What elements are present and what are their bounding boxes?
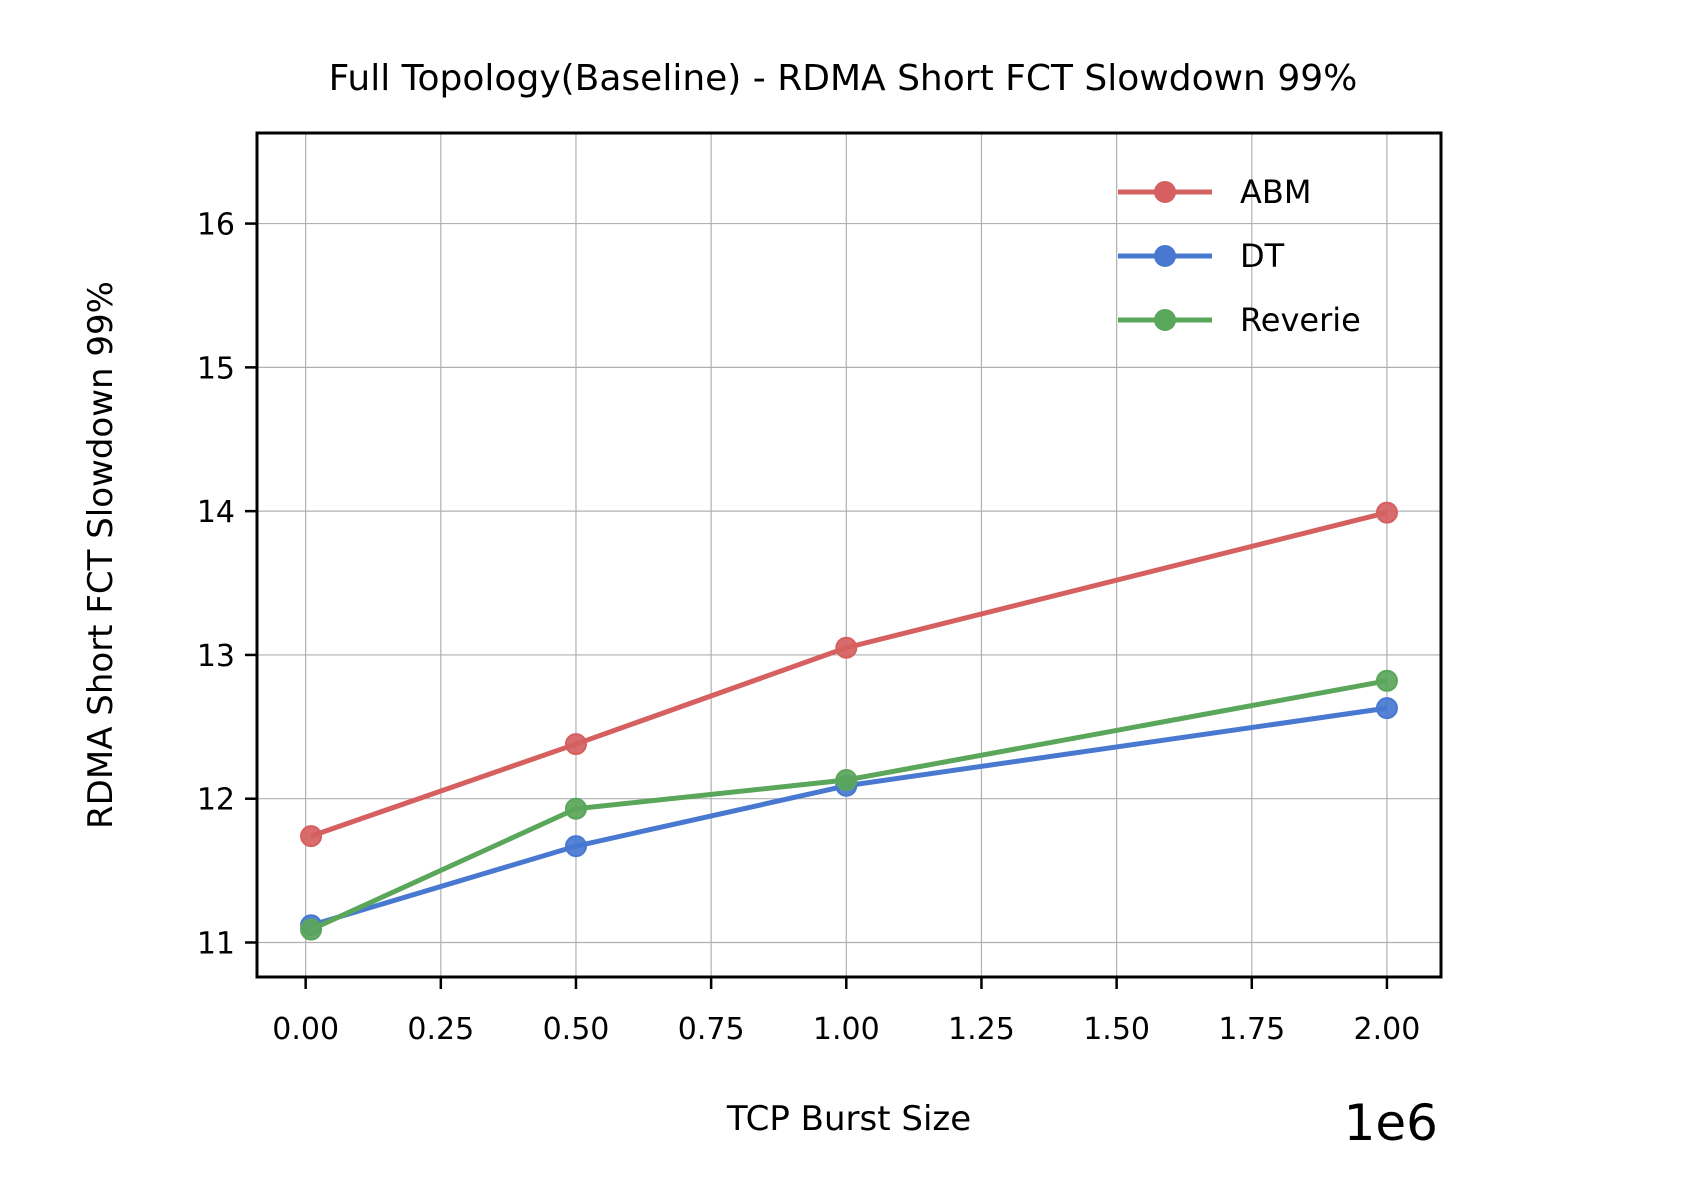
series-line [310,705,1388,928]
chart-title: Full Topology(Baseline) - RDMA Short FCT… [329,58,1358,99]
data-point [1375,669,1398,692]
series-layer [300,501,1398,941]
legend-item-dt: DT [1118,237,1285,275]
y-tick-label: 12 [197,783,235,818]
legend-label: DT [1240,237,1285,275]
x-tick-label: 1.00 [813,1012,880,1047]
data-point [1375,697,1398,720]
data-point [835,769,858,792]
y-axis: 11 12 13 14 15 16 [197,208,257,961]
legend-item-abm: ABM [1118,173,1311,211]
data-point [564,733,587,756]
y-tick-label: 16 [197,208,235,243]
y-tick-label: 15 [197,351,235,386]
data-point [300,918,323,941]
data-point [564,797,587,820]
legend-marker [1154,245,1176,267]
legend-marker [1154,309,1176,331]
data-point [1375,501,1398,524]
y-tick-label: 11 [197,926,235,961]
data-point [300,825,323,848]
x-axis: 0.00 0.25 0.50 0.75 1.00 1.25 1.50 1.75 2.00 [272,977,1420,1047]
x-axis-offset-label: 1e6 [1344,1094,1438,1152]
x-tick-label: 2.00 [1354,1012,1421,1047]
x-tick-label: 1.50 [1083,1012,1150,1047]
x-tick-label: 0.00 [272,1012,339,1047]
data-point [564,835,587,858]
y-axis-label: RDMA Short FCT Slowdown 99% [81,281,121,829]
y-tick-label: 14 [197,495,235,530]
data-point [835,636,858,659]
series-line [310,510,1388,839]
x-tick-label: 0.50 [543,1012,610,1047]
legend-label: ABM [1240,173,1311,211]
x-axis-label: TCP Burst Size [726,1099,971,1139]
grid [257,133,1441,977]
legend-marker [1154,181,1176,203]
x-tick-label: 1.25 [948,1012,1015,1047]
series-dt [300,697,1398,937]
x-tick-label: 1.75 [1218,1012,1285,1047]
legend: ABM DT Reverie [1118,173,1361,339]
x-tick-label: 0.75 [678,1012,745,1047]
series-line [310,678,1388,932]
plot-area-frame [255,131,1443,979]
legend-item-reverie: Reverie [1118,301,1361,339]
series-reverie [300,669,1398,941]
y-tick-label: 13 [197,639,235,674]
legend-label: Reverie [1240,301,1361,339]
x-tick-label: 0.25 [407,1012,474,1047]
series-abm [300,501,1398,848]
